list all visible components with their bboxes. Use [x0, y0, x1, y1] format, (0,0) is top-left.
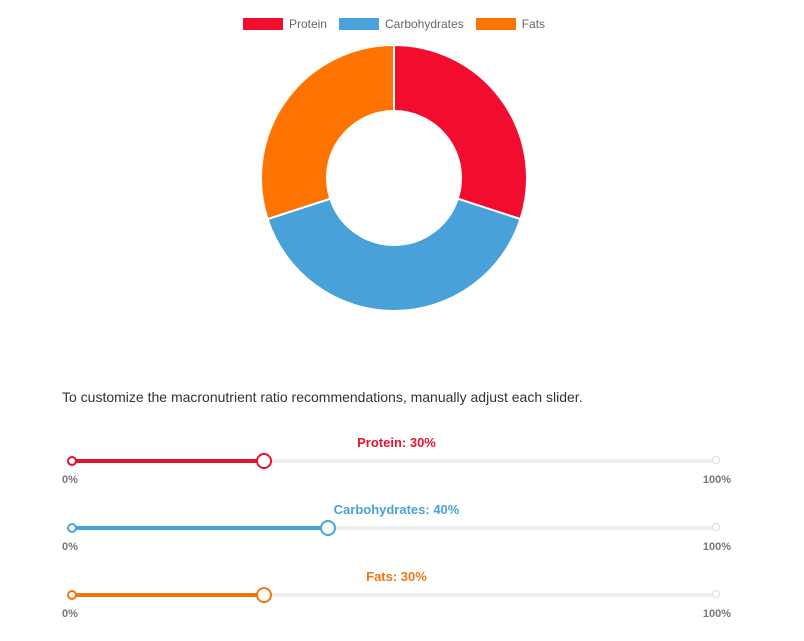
carbohydrates-slider-min-label: 0%	[62, 541, 78, 553]
carbohydrates-slider-max-dot	[712, 523, 720, 531]
slice-fats[interactable]	[260, 43, 395, 221]
protein-slider-max-dot	[712, 456, 720, 464]
legend-item-carbohydrates[interactable]: Carbohydrates	[338, 17, 464, 31]
slice-protein[interactable]	[393, 43, 528, 221]
protein-slider-max-label: 100%	[702, 474, 731, 486]
legend-label-protein: Protein	[288, 17, 327, 31]
slice-carbohydrates[interactable]	[266, 197, 522, 312]
protein-slider[interactable]: Protein: 30% 0% 100%	[62, 435, 731, 495]
fats-slider-max-dot	[712, 590, 720, 598]
carbohydrates-slider-max-label: 100%	[702, 541, 731, 553]
legend-label-carbohydrates: Carbohydrates	[384, 17, 464, 31]
fats-slider-max-label: 100%	[702, 608, 731, 620]
fats-slider-label: Fats: 30%	[366, 569, 427, 584]
fats-slider-track[interactable]	[67, 587, 720, 603]
protein-slider-min-dot	[67, 456, 77, 466]
carbohydrates-slider[interactable]: Carbohydrates: 40% 0% 100%	[62, 502, 731, 562]
legend-swatch-fats	[475, 18, 516, 30]
macronutrient-doughnut-chart	[260, 43, 528, 312]
carbohydrates-slider-min-dot	[67, 523, 77, 533]
protein-slider-label: Protein: 30%	[357, 435, 436, 450]
protein-slider-min-label: 0%	[62, 474, 78, 486]
legend-label-fats: Fats	[521, 17, 546, 31]
legend-swatch-protein	[242, 18, 283, 30]
legend-item-fats[interactable]: Fats	[475, 17, 546, 31]
fats-slider[interactable]: Fats: 30% 0% 100%	[62, 569, 731, 629]
legend-item-protein[interactable]: Protein	[242, 17, 327, 31]
carbohydrates-slider-handle[interactable]	[320, 520, 337, 536]
fats-slider-min-label: 0%	[62, 608, 78, 620]
chart-legend: Protein Carbohydrates Fats	[0, 17, 788, 31]
carbohydrates-slider-label: Carbohydrates: 40%	[333, 502, 460, 517]
legend-swatch-carbohydrates	[338, 18, 379, 30]
protein-slider-handle[interactable]	[255, 453, 272, 469]
fats-slider-handle[interactable]	[255, 587, 272, 603]
protein-slider-fill	[70, 459, 264, 463]
fats-slider-min-dot	[67, 590, 77, 600]
carbohydrates-slider-fill	[70, 526, 329, 530]
carbohydrates-slider-track[interactable]	[67, 520, 720, 536]
instruction-text: To customize the macronutrient ratio rec…	[62, 389, 583, 405]
protein-slider-track[interactable]	[67, 453, 720, 469]
fats-slider-fill	[70, 593, 264, 597]
